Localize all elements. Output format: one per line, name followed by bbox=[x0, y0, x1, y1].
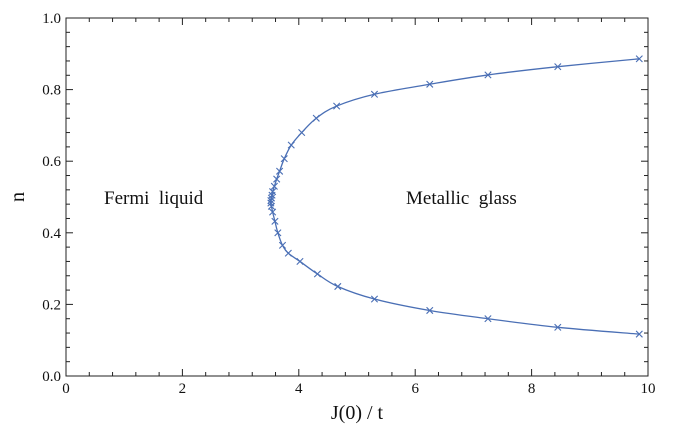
plot-frame bbox=[65, 17, 649, 377]
data-point bbox=[268, 191, 276, 199]
data-point bbox=[484, 315, 492, 323]
data-point bbox=[287, 141, 295, 149]
data-markers bbox=[267, 55, 643, 338]
data-point bbox=[296, 257, 304, 266]
data-point bbox=[426, 306, 434, 315]
data-point bbox=[274, 229, 282, 237]
y-tick-label: 0.2 bbox=[42, 297, 61, 313]
y-tick-label: 0.6 bbox=[42, 154, 61, 170]
region-label-fermi-liquid: Fermi liquid bbox=[104, 188, 204, 209]
x-tick-label: 8 bbox=[528, 381, 536, 397]
y-axis-label: n bbox=[7, 192, 29, 202]
data-point bbox=[278, 241, 287, 249]
data-point bbox=[370, 295, 379, 303]
y-tick-label: 0.4 bbox=[42, 226, 61, 242]
data-point bbox=[284, 249, 292, 257]
data-point bbox=[280, 155, 288, 163]
data-point bbox=[267, 202, 276, 210]
data-point bbox=[313, 270, 322, 278]
data-point bbox=[370, 90, 379, 98]
data-point bbox=[484, 71, 492, 79]
x-tick-label: 2 bbox=[179, 381, 187, 397]
y-tick-label: 0.8 bbox=[42, 83, 61, 99]
y-tick-label: 1.0 bbox=[42, 11, 61, 27]
data-point bbox=[273, 175, 281, 183]
x-tick-label: 0 bbox=[62, 381, 70, 397]
data-point bbox=[269, 208, 277, 216]
axis-ticks bbox=[65, 17, 649, 377]
x-tick-label: 6 bbox=[411, 381, 419, 397]
data-point bbox=[267, 196, 275, 205]
data-point bbox=[635, 330, 643, 338]
tick-labels: 0 2 4 6 8 10 0.0 0.2 0.4 0.6 0.8 1.0 bbox=[42, 11, 655, 397]
data-point bbox=[426, 80, 434, 88]
data-point bbox=[270, 182, 278, 190]
data-point bbox=[333, 102, 341, 110]
data-point bbox=[635, 55, 643, 63]
data-point bbox=[298, 128, 306, 137]
x-axis-label: J(0) / t bbox=[331, 402, 384, 424]
data-point bbox=[334, 282, 342, 291]
y-tick-label: 0.0 bbox=[42, 369, 61, 385]
x-tick-label: 4 bbox=[295, 381, 303, 397]
x-tick-label: 10 bbox=[641, 381, 656, 397]
data-point bbox=[271, 217, 279, 225]
data-point bbox=[312, 114, 320, 122]
data-point bbox=[554, 63, 562, 71]
region-label-metallic-glass: Metallic glass bbox=[406, 188, 517, 209]
data-point bbox=[554, 323, 562, 331]
data-point bbox=[276, 167, 284, 175]
